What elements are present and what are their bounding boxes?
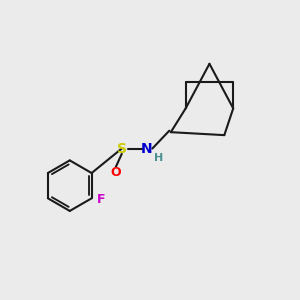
Text: N: N [141, 142, 153, 155]
Text: H: H [154, 153, 164, 163]
Text: F: F [97, 193, 106, 206]
Text: S: S [117, 142, 127, 155]
Text: O: O [110, 166, 121, 179]
